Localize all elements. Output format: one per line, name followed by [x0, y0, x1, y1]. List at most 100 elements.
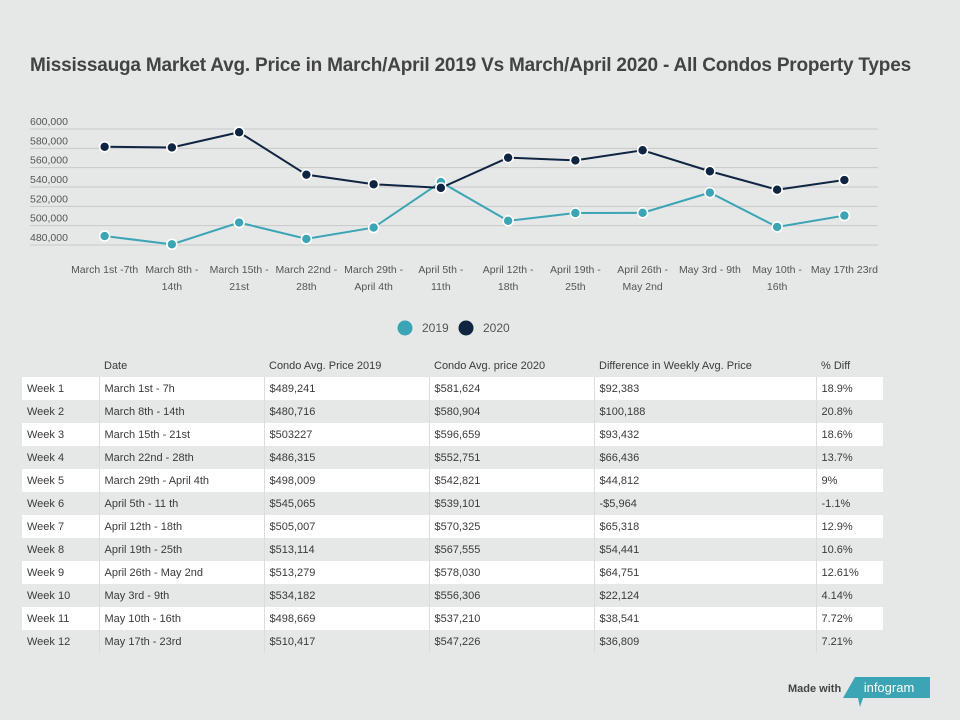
- data-table: Date Condo Avg. Price 2019 Condo Avg. pric…: [22, 354, 883, 653]
- table-cell: Week 11: [22, 607, 99, 630]
- table-cell: $545,065: [263, 492, 429, 515]
- table-cell: $534,182: [263, 584, 429, 607]
- y-tick-label: 520,000: [30, 193, 68, 205]
- table-cell: Week 10: [22, 584, 99, 607]
- table-cell: $38,541: [593, 607, 816, 630]
- table-cell: 18.6%: [815, 423, 883, 446]
- data-point-2020[interactable]: [435, 182, 447, 194]
- y-tick-label: 540,000: [30, 174, 68, 186]
- table-cell: $581,624: [428, 377, 594, 400]
- data-point-2020[interactable]: [98, 140, 111, 153]
- data-point-2019[interactable]: [502, 215, 514, 227]
- x-axis-labels: March 1st -7th March 8th -14th March 15th …: [71, 264, 878, 293]
- table-cell: March 22nd - 28th: [98, 446, 264, 469]
- y-tick-label: 480,000: [30, 232, 68, 244]
- data-point-2020[interactable]: [233, 126, 245, 139]
- table-cell: -$5,964: [593, 492, 816, 515]
- x-tick-label: March 1st -7th: [71, 264, 138, 276]
- table-row: Week 5 March 29th - April 4th $498,009 $542…: [22, 469, 883, 492]
- data-point-2019[interactable]: [838, 209, 851, 222]
- made-with-label: Made with: [788, 683, 842, 695]
- table-row: Week 12 May 17th - 23rd $510,417 $547,226 $3…: [22, 630, 883, 653]
- table-row: Week 8 April 19th - 25th $513,114 $567,555 $…: [22, 538, 883, 561]
- chart-title: Mississauga Market Avg. Price in March/A…: [30, 55, 911, 76]
- table-cell: 7.72%: [815, 607, 883, 630]
- table-cell: April 26th - May 2nd: [98, 561, 264, 584]
- x-tick-label: March 22nd -28th: [275, 264, 337, 293]
- table-cell: $580,904: [428, 400, 594, 423]
- data-point-2020[interactable]: [704, 165, 716, 178]
- infogram-badge-shape: [843, 677, 930, 707]
- table-cell: $539,101: [428, 492, 594, 515]
- data-point-2020[interactable]: [166, 141, 178, 154]
- table-cell: May 17th - 23rd: [98, 630, 264, 653]
- table-cell: 9%: [815, 469, 883, 492]
- data-point-2019[interactable]: [233, 216, 245, 229]
- table-cell: $44,812: [593, 469, 816, 492]
- table-cell: $498,669: [263, 607, 429, 630]
- table-cell: $510,417: [263, 630, 429, 653]
- data-point-2019[interactable]: [569, 207, 582, 219]
- legend-swatch: [458, 320, 474, 336]
- table-cell: $489,241: [263, 377, 429, 400]
- table-cell: Week 12: [22, 630, 99, 653]
- legend-item-2019[interactable]: 2019: [397, 320, 450, 336]
- column-header: Condo Avg. price 2020: [434, 359, 546, 372]
- y-tick-label: 500,000: [30, 213, 68, 225]
- legend-label: 2020: [483, 321, 510, 335]
- data-point-2019[interactable]: [300, 233, 313, 245]
- data-point-2019[interactable]: [636, 207, 649, 219]
- table-cell: $578,030: [428, 561, 594, 584]
- x-tick-label: March 15th -21st: [210, 264, 269, 293]
- table-cell: 7.21%: [815, 630, 883, 653]
- table-cell: Week 1: [22, 377, 99, 400]
- data-point-2020[interactable]: [367, 178, 380, 191]
- data-point-2020[interactable]: [300, 168, 313, 181]
- line-chart: 480,000 500,000 520,000 540,000 560,000 580,0…: [30, 116, 878, 336]
- data-point-2020[interactable]: [636, 144, 649, 157]
- data-point-2019[interactable]: [771, 221, 783, 233]
- data-point-2019[interactable]: [704, 186, 716, 199]
- series-points: [98, 126, 851, 251]
- table-cell: $100,188: [593, 400, 816, 423]
- table-cell: $54,441: [593, 538, 816, 561]
- table-row: Week 2 March 8th - 14th $480,716 $580,904 $1…: [22, 400, 883, 423]
- data-point-2019[interactable]: [367, 221, 380, 234]
- table-cell: Week 7: [22, 515, 99, 538]
- data-point-2020[interactable]: [569, 154, 582, 167]
- table-row: Week 1 March 1st - 7h $489,241 $581,624 $92,…: [22, 377, 883, 400]
- data-point-2020[interactable]: [771, 183, 783, 196]
- table-cell: March 29th - April 4th: [98, 469, 264, 492]
- data-point-2020[interactable]: [502, 151, 514, 164]
- table-row: Week 4 March 22nd - 28th $486,315 $552,751 $…: [22, 446, 883, 469]
- data-point-2020[interactable]: [838, 174, 851, 186]
- table-cell: $542,821: [428, 469, 594, 492]
- y-tick-label: 560,000: [30, 155, 68, 167]
- y-tick-label: 600,000: [30, 116, 68, 128]
- table-cell: March 8th - 14th: [98, 400, 264, 423]
- table-row: Week 11 May 10th - 16th $498,669 $537,210 $3…: [22, 607, 883, 630]
- column-header: % Diff: [821, 359, 851, 372]
- table-cell: -1.1%: [815, 492, 883, 515]
- table-cell: May 10th - 16th: [98, 607, 264, 630]
- table-cell: $498,009: [263, 469, 429, 492]
- table-row: Week 7 April 12th - 18th $505,007 $570,325 $…: [22, 515, 883, 538]
- table-cell: $505,007: [263, 515, 429, 538]
- legend-swatch: [397, 320, 413, 336]
- table-cell: $480,716: [263, 400, 429, 423]
- data-point-2019[interactable]: [166, 238, 178, 251]
- infogram-logo[interactable]: infogram: [843, 677, 933, 711]
- table-cell: April 5th - 11 th: [98, 492, 264, 515]
- table-cell: Week 3: [22, 423, 99, 446]
- legend-item-2020[interactable]: 2020: [458, 320, 511, 336]
- y-axis-labels: 480,000 500,000 520,000 540,000 560,000 580,0…: [30, 116, 68, 244]
- table-cell: Week 4: [22, 446, 99, 469]
- table-header-row: Date Condo Avg. Price 2019 Condo Avg. pric…: [22, 354, 883, 377]
- x-tick-label: March 29th -April 4th: [344, 264, 403, 293]
- series-lines: [104, 131, 845, 246]
- table-cell: 20.8%: [815, 400, 883, 423]
- y-tick-label: 580,000: [30, 135, 68, 147]
- table-cell: $513,279: [263, 561, 429, 584]
- data-point-2019[interactable]: [98, 230, 111, 242]
- table-cell: $22,124: [593, 584, 816, 607]
